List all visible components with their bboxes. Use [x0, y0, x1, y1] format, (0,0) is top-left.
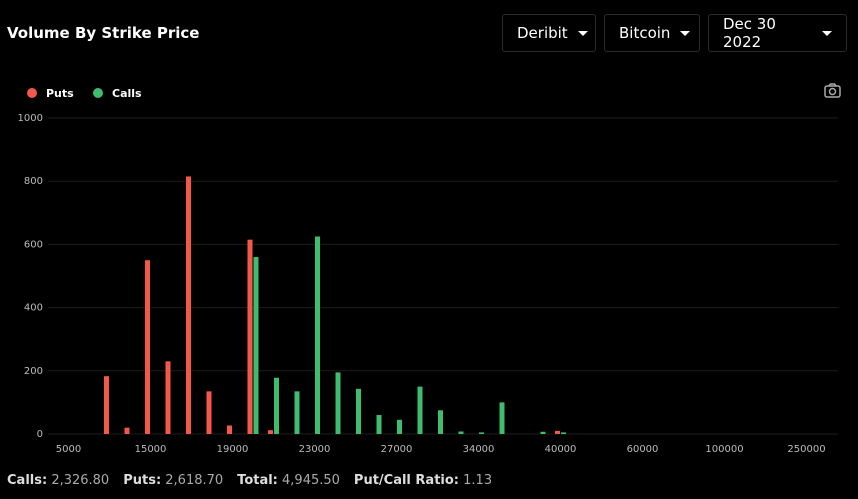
x-tick-label: 34000: [463, 444, 495, 455]
bar: [540, 431, 546, 434]
legend-label: Calls: [112, 87, 142, 100]
bar: [499, 402, 505, 434]
bar: [104, 376, 109, 434]
bar: [206, 391, 212, 434]
stat-value: 2,326.80: [51, 473, 110, 488]
camera-icon[interactable]: [824, 83, 841, 98]
bar: [561, 432, 566, 434]
asset-select[interactable]: Bitcoin: [604, 14, 700, 52]
x-tick-label: 100000: [705, 444, 743, 455]
bar: [124, 427, 130, 434]
y-tick-label: 1000: [18, 113, 43, 124]
x-tick-label: 250000: [787, 444, 825, 455]
x-tick-label: 19000: [217, 444, 249, 455]
bar: [356, 388, 361, 434]
bar: [165, 361, 171, 434]
bar: [417, 386, 423, 434]
stat-value: 4,945.50: [282, 473, 340, 488]
exchange-select[interactable]: Deribit: [502, 14, 596, 52]
y-tick-label: 800: [24, 176, 43, 187]
stat-label: Put/Call Ratio:: [353, 473, 460, 488]
bar: [268, 430, 273, 434]
x-tick-label: 27000: [381, 444, 413, 455]
stat-label: Total:: [237, 473, 278, 488]
bar: [479, 432, 484, 434]
expiry-select[interactable]: Dec 30 2022: [708, 14, 847, 52]
x-tick-label: 40000: [545, 444, 577, 455]
stat-label: Calls:: [7, 473, 48, 488]
stats: Calls: 2,326.80 Puts: 2,618.70 Total: 4,94…: [7, 473, 506, 488]
y-tick-label: 0: [37, 429, 43, 440]
bar: [274, 377, 279, 434]
y-tick-label: 600: [24, 239, 43, 250]
bar: [555, 430, 560, 434]
bar: [397, 419, 402, 434]
stat-label: Puts:: [123, 473, 162, 488]
x-tick-label: 5000: [56, 444, 81, 455]
bar: [227, 425, 232, 434]
y-tick-label: 400: [24, 303, 43, 314]
bar: [376, 415, 382, 434]
bar: [294, 391, 300, 434]
title: Volume By Strike Price: [7, 24, 200, 42]
y-tick-label: 200: [24, 366, 43, 377]
bar: [458, 431, 464, 434]
legend-label: Puts: [46, 87, 74, 100]
bar: [315, 236, 320, 434]
x-tick-label: 60000: [627, 444, 659, 455]
legend-marker: [27, 88, 37, 98]
bar: [186, 176, 191, 434]
stat-value: 1.13: [463, 473, 493, 488]
bar: [438, 410, 443, 434]
bar: [145, 260, 150, 434]
bar: [253, 257, 259, 434]
x-tick-label: 23000: [299, 444, 331, 455]
x-tick-label: 15000: [135, 444, 167, 455]
legend-marker: [93, 88, 103, 98]
bar: [335, 372, 341, 434]
chart: 0 200 400 600 800 1000 Puts Calls 5000 15000 19000…: [18, 83, 841, 455]
stat-value: 2,618.70: [165, 473, 224, 488]
bar: [247, 239, 253, 434]
